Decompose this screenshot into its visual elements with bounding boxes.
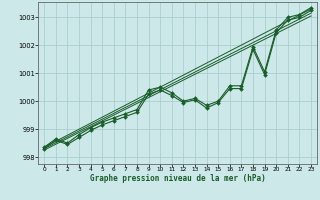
X-axis label: Graphe pression niveau de la mer (hPa): Graphe pression niveau de la mer (hPa) <box>90 174 266 183</box>
